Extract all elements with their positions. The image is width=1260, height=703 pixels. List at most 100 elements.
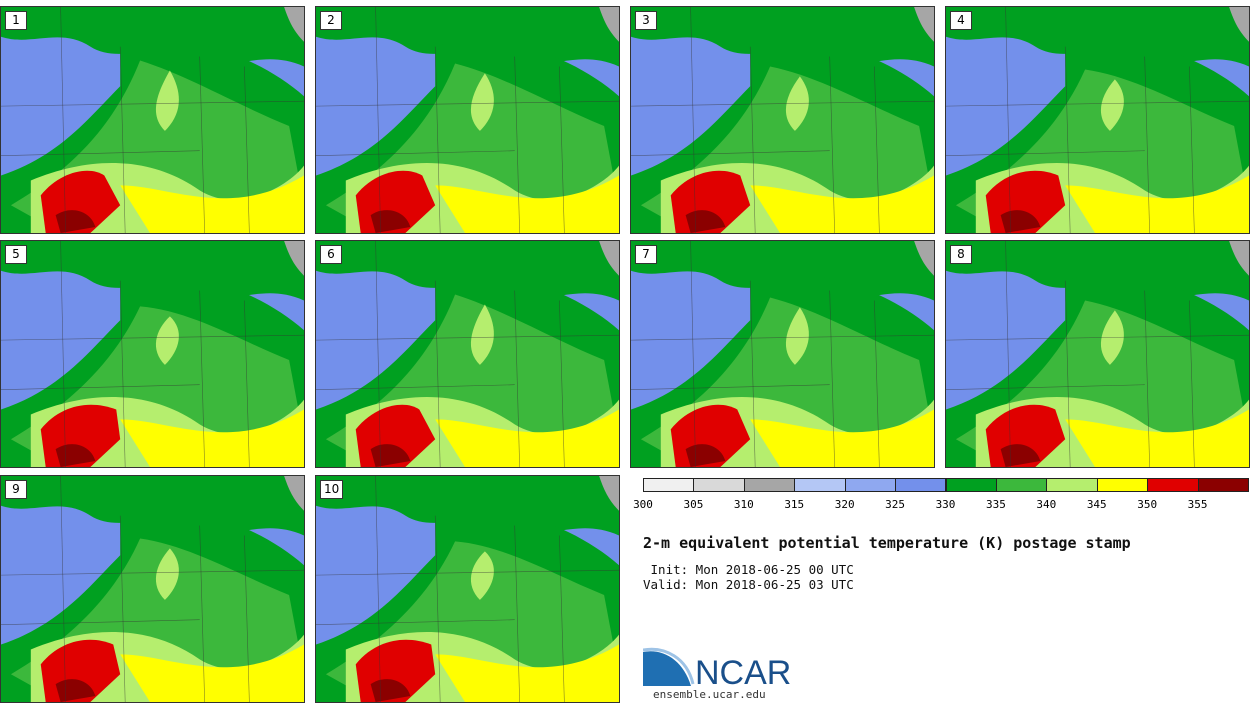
colorbar-bin [1046, 478, 1098, 492]
state-boundary [434, 280, 441, 467]
state-boundary [316, 150, 515, 156]
light-green-tongue [155, 70, 179, 131]
light-green-tongue [470, 551, 494, 600]
north-green-band [1, 476, 304, 536]
state-boundary [244, 300, 250, 467]
state-boundary [316, 334, 619, 341]
colorbar-tick-label: 355 [1187, 498, 1208, 511]
terrain-gray [284, 241, 304, 276]
colorbar-tick-label: 315 [784, 498, 805, 511]
state-boundary [631, 150, 830, 156]
state-boundary [946, 334, 1249, 341]
light-green-tongue [470, 73, 494, 131]
state-boundary [434, 515, 441, 702]
state-boundary [199, 525, 205, 702]
colorbar-tick-label: 325 [885, 498, 906, 511]
colorbar [643, 478, 1249, 493]
north-green-band [1, 7, 304, 67]
state-boundary [559, 535, 565, 702]
stamp-panel-2: 2 [315, 6, 620, 234]
panel-label-10: 10 [320, 480, 344, 499]
state-boundary [199, 56, 205, 233]
plot-title: 2-m equivalent potential temperature (K)… [643, 534, 1131, 552]
state-boundary [514, 56, 520, 233]
colorbar-tick-label: 305 [683, 498, 704, 511]
map-6 [316, 241, 619, 467]
light-green-tongue [785, 307, 809, 365]
north-green-band [946, 241, 1249, 301]
state-boundary [1005, 7, 1011, 233]
state-boundary [631, 334, 934, 341]
north-green-band [946, 7, 1249, 67]
state-boundary [375, 476, 381, 702]
stamp-panel-5: 5 [0, 240, 305, 468]
state-boundary [1, 569, 304, 576]
colorbar-bin [844, 478, 897, 492]
north-green-band [316, 476, 619, 536]
stamp-panel-9: 9 [0, 475, 305, 703]
state-boundary [60, 476, 66, 702]
yellow-band [120, 175, 304, 233]
yellow-band [750, 409, 934, 467]
state-boundary [946, 384, 1145, 390]
state-boundary [119, 46, 126, 233]
panel-label-4: 4 [950, 11, 972, 30]
colorbar-tick-label: 335 [985, 498, 1006, 511]
state-boundary [244, 66, 250, 233]
panel-label-6: 6 [320, 245, 342, 264]
logo-url: ensemble.ucar.edu [653, 688, 766, 701]
colorbar-bin [1147, 478, 1199, 492]
state-boundary [1064, 280, 1071, 467]
state-boundary [1189, 300, 1195, 467]
yellow-band [1065, 409, 1249, 467]
stamp-panel-7: 7 [630, 240, 935, 468]
yellow-band [750, 175, 934, 233]
stamp-panel-3: 3 [630, 6, 935, 234]
panel-label-9: 9 [5, 480, 27, 499]
terrain-gray [1229, 7, 1249, 42]
state-boundary [514, 525, 520, 702]
state-boundary [375, 241, 381, 467]
ncar-logo-text: NCAR [695, 654, 791, 690]
state-boundary [559, 300, 565, 467]
state-boundary [874, 300, 880, 467]
colorbar-bin [693, 478, 745, 492]
colorbar-bin [1096, 478, 1149, 492]
map-8 [946, 241, 1249, 467]
state-boundary [199, 290, 205, 467]
yellow-band [120, 644, 304, 702]
ncar-logo: NCAR [643, 647, 791, 690]
map-5 [1, 241, 304, 467]
panel-label-1: 1 [5, 11, 27, 30]
map-2 [316, 7, 619, 233]
panel-label-5: 5 [5, 245, 27, 264]
state-boundary [631, 100, 934, 107]
state-boundary [60, 241, 66, 467]
north-green-band [631, 241, 934, 301]
yellow-band [435, 175, 619, 233]
colorbar-bin [1197, 478, 1249, 492]
colorbar-bin [743, 478, 796, 492]
terrain-gray [284, 476, 304, 511]
stamp-panel-4: 4 [945, 6, 1250, 234]
state-boundary [690, 7, 696, 233]
state-boundary [1064, 46, 1071, 233]
state-boundary [559, 66, 565, 233]
state-boundary [1005, 241, 1011, 467]
state-boundary [514, 290, 520, 467]
north-green-band [316, 7, 619, 67]
panel-label-7: 7 [635, 245, 657, 264]
yellow-band [1065, 175, 1249, 233]
terrain-gray [599, 241, 619, 276]
map-4 [946, 7, 1249, 233]
light-green-tongue [155, 548, 179, 600]
north-green-band [316, 241, 619, 301]
state-boundary [316, 569, 619, 576]
colorbar-bin [995, 478, 1048, 492]
colorbar-tick-label: 330 [935, 498, 956, 511]
colorbar-tick-label: 345 [1086, 498, 1107, 511]
ncar-logo-swoosh [643, 651, 691, 686]
state-boundary [946, 150, 1145, 156]
state-boundary [434, 46, 441, 233]
state-boundary [316, 100, 619, 107]
